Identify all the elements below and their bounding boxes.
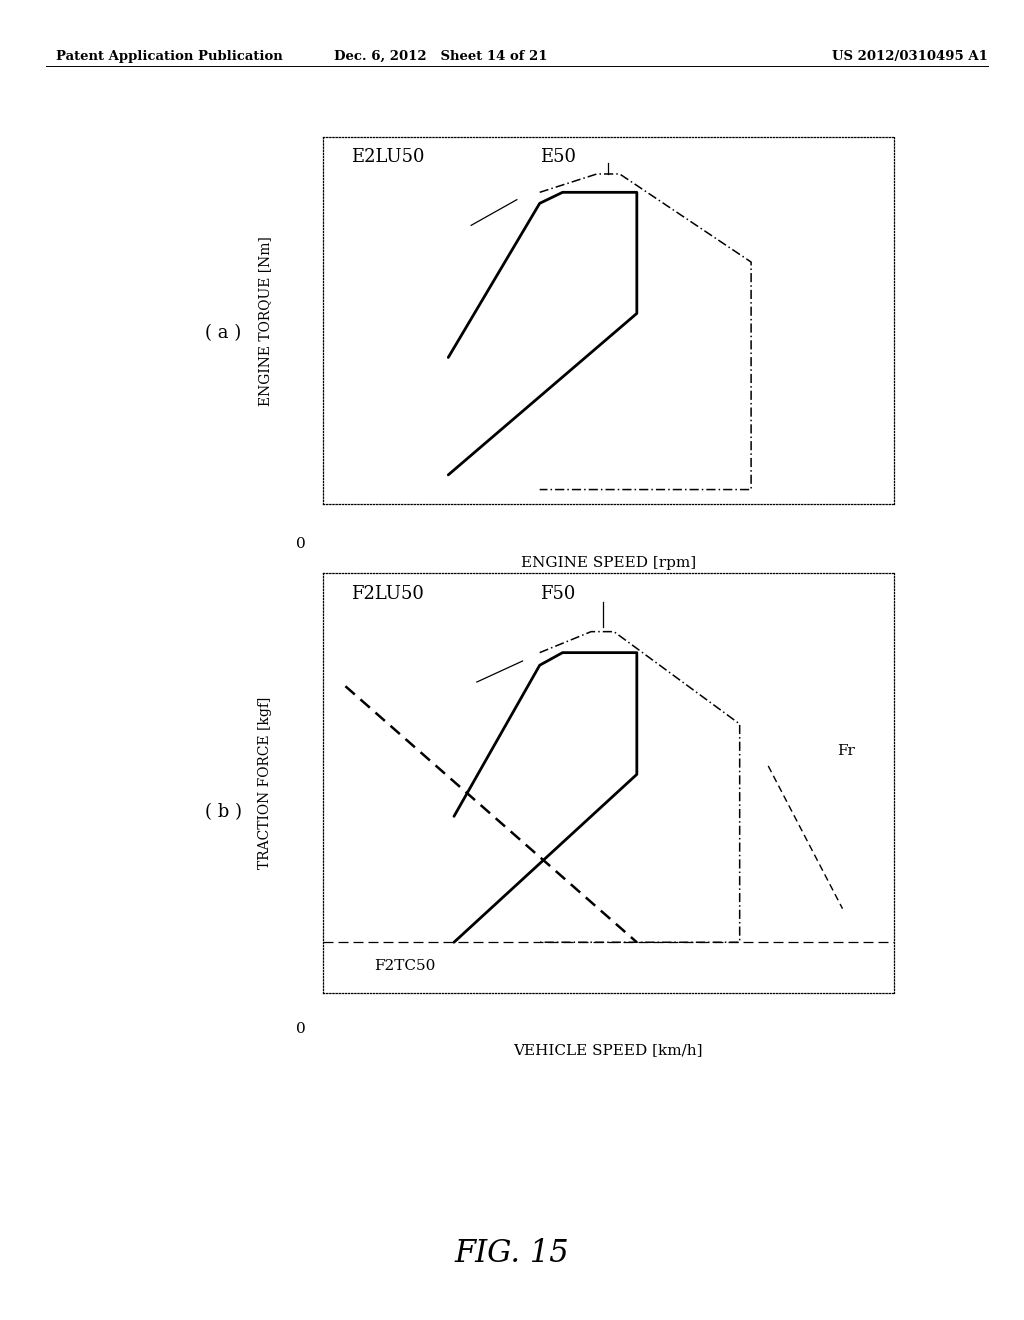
- Text: ENGINE SPEED [rpm]: ENGINE SPEED [rpm]: [520, 556, 696, 570]
- Text: Patent Application Publication: Patent Application Publication: [56, 50, 283, 63]
- Text: E2LU50: E2LU50: [351, 148, 425, 166]
- Text: F2LU50: F2LU50: [351, 586, 424, 603]
- Text: Dec. 6, 2012   Sheet 14 of 21: Dec. 6, 2012 Sheet 14 of 21: [334, 50, 547, 63]
- Text: ( a ): ( a ): [205, 323, 241, 342]
- Text: E50: E50: [540, 148, 575, 166]
- Text: ENGINE TORQUE [Nm]: ENGINE TORQUE [Nm]: [258, 236, 272, 405]
- Text: 0: 0: [296, 537, 305, 552]
- Text: VEHICLE SPEED [km/h]: VEHICLE SPEED [km/h]: [513, 1043, 703, 1057]
- Text: Fr: Fr: [837, 743, 855, 758]
- Text: 0: 0: [296, 1022, 305, 1036]
- Text: US 2012/0310495 A1: US 2012/0310495 A1: [833, 50, 988, 63]
- Text: FIG. 15: FIG. 15: [455, 1238, 569, 1270]
- Text: F50: F50: [540, 586, 575, 603]
- Text: F2TC50: F2TC50: [374, 960, 435, 973]
- Text: ( b ): ( b ): [205, 803, 242, 821]
- Text: TRACTION FORCE [kgf]: TRACTION FORCE [kgf]: [258, 697, 272, 869]
